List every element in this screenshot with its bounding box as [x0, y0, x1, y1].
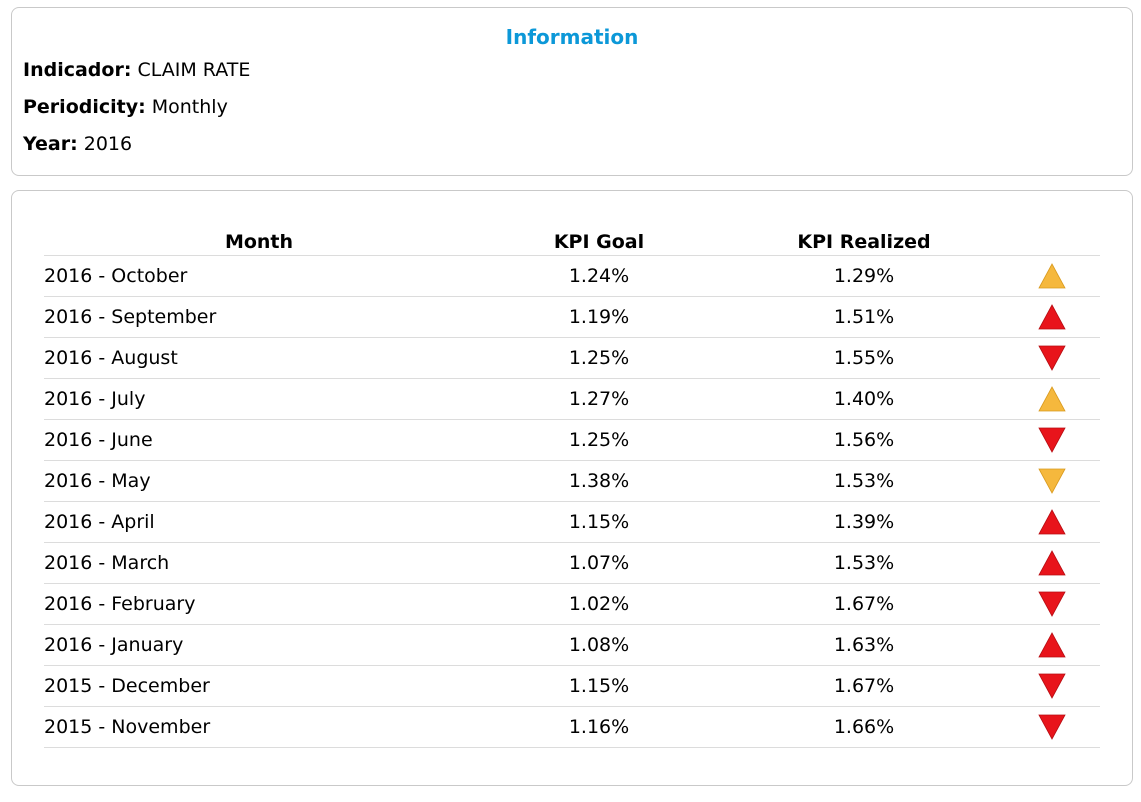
cell-kpi-goal: 1.25%: [474, 419, 724, 461]
cell-kpi-realized: 1.29%: [724, 255, 1004, 297]
cell-kpi-realized: 1.51%: [724, 296, 1004, 338]
cell-kpi-goal: 1.07%: [474, 542, 724, 584]
table-row: 2016 - March 1.07% 1.53%: [44, 542, 1100, 584]
cell-kpi-goal: 1.19%: [474, 296, 724, 338]
table-row: 2016 - February 1.02% 1.67%: [44, 583, 1100, 625]
triangle-down-icon: [1038, 673, 1066, 699]
triangle-up-icon: [1038, 550, 1066, 576]
cell-kpi-goal: 1.16%: [474, 706, 724, 748]
cell-indicator: [1004, 583, 1100, 625]
cell-indicator: [1004, 665, 1100, 707]
year-label: Year:: [23, 133, 78, 155]
triangle-up-icon: [1038, 263, 1066, 289]
cell-kpi-goal: 1.02%: [474, 583, 724, 625]
triangle-down-icon: [1038, 468, 1066, 494]
triangle-up-icon: [1038, 509, 1066, 535]
cell-kpi-goal: 1.15%: [474, 501, 724, 543]
cell-month: 2015 - November: [44, 706, 474, 748]
cell-month: 2016 - January: [44, 624, 474, 666]
cell-indicator: [1004, 296, 1100, 338]
indicador-line: Indicador: CLAIM RATE: [23, 59, 250, 81]
cell-kpi-realized: 1.40%: [724, 378, 1004, 420]
triangle-down-icon: [1038, 714, 1066, 740]
cell-kpi-realized: 1.53%: [724, 460, 1004, 502]
cell-month: 2016 - May: [44, 460, 474, 502]
cell-kpi-realized: 1.39%: [724, 501, 1004, 543]
cell-indicator: [1004, 378, 1100, 420]
cell-kpi-realized: 1.67%: [724, 665, 1004, 707]
periodicity-value: Monthly: [151, 96, 228, 118]
cell-month: 2016 - July: [44, 378, 474, 420]
table-row: 2016 - July 1.27% 1.40%: [44, 378, 1100, 420]
triangle-up-icon: [1038, 304, 1066, 330]
triangle-up-icon: [1038, 632, 1066, 658]
table-body: 2016 - October 1.24% 1.29% 2016 - September…: [44, 255, 1100, 748]
table-row: 2016 - June 1.25% 1.56%: [44, 419, 1100, 461]
information-panel: Information Indicador: CLAIM RATE Period…: [11, 7, 1133, 176]
cell-kpi-realized: 1.67%: [724, 583, 1004, 625]
table-row: 2016 - September 1.19% 1.51%: [44, 296, 1100, 338]
cell-kpi-goal: 1.08%: [474, 624, 724, 666]
kpi-table-panel: Month KPI Goal KPI Realized 2016 - Octob…: [11, 190, 1133, 786]
header-indicator: [1004, 223, 1100, 256]
header-month: Month: [44, 223, 474, 256]
indicador-value: CLAIM RATE: [137, 59, 251, 81]
cell-kpi-realized: 1.63%: [724, 624, 1004, 666]
periodicity-line: Periodicity: Monthly: [23, 96, 228, 118]
indicador-label: Indicador:: [23, 59, 132, 81]
cell-indicator: [1004, 706, 1100, 748]
cell-kpi-realized: 1.56%: [724, 419, 1004, 461]
cell-kpi-goal: 1.27%: [474, 378, 724, 420]
cell-kpi-goal: 1.25%: [474, 337, 724, 379]
cell-month: 2016 - February: [44, 583, 474, 625]
cell-month: 2016 - June: [44, 419, 474, 461]
cell-kpi-goal: 1.24%: [474, 255, 724, 297]
cell-month: 2016 - April: [44, 501, 474, 543]
cell-indicator: [1004, 501, 1100, 543]
cell-month: 2016 - October: [44, 255, 474, 297]
header-kpi-realized: KPI Realized: [724, 223, 1004, 256]
cell-indicator: [1004, 255, 1100, 297]
cell-kpi-realized: 1.55%: [724, 337, 1004, 379]
cell-kpi-goal: 1.38%: [474, 460, 724, 502]
table-header-row: Month KPI Goal KPI Realized: [44, 223, 1100, 256]
triangle-down-icon: [1038, 345, 1066, 371]
table-row: 2016 - October 1.24% 1.29%: [44, 255, 1100, 297]
cell-indicator: [1004, 419, 1100, 461]
cell-month: 2015 - December: [44, 665, 474, 707]
table-row: 2016 - April 1.15% 1.39%: [44, 501, 1100, 543]
cell-indicator: [1004, 542, 1100, 584]
triangle-down-icon: [1038, 427, 1066, 453]
cell-kpi-realized: 1.53%: [724, 542, 1004, 584]
table-row: 2016 - May 1.38% 1.53%: [44, 460, 1100, 502]
cell-month: 2016 - March: [44, 542, 474, 584]
cell-kpi-goal: 1.15%: [474, 665, 724, 707]
kpi-table: Month KPI Goal KPI Realized 2016 - Octob…: [44, 223, 1100, 748]
cell-indicator: [1004, 624, 1100, 666]
table-row: 2015 - December 1.15% 1.67%: [44, 665, 1100, 707]
cell-month: 2016 - August: [44, 337, 474, 379]
year-line: Year: 2016: [23, 133, 132, 155]
cell-month: 2016 - September: [44, 296, 474, 338]
cell-indicator: [1004, 460, 1100, 502]
triangle-down-icon: [1038, 591, 1066, 617]
table-row: 2016 - January 1.08% 1.63%: [44, 624, 1100, 666]
table-row: 2016 - August 1.25% 1.55%: [44, 337, 1100, 379]
periodicity-label: Periodicity:: [23, 96, 146, 118]
information-title: Information: [505, 25, 639, 49]
table-row: 2015 - November 1.16% 1.66%: [44, 706, 1100, 748]
cell-kpi-realized: 1.66%: [724, 706, 1004, 748]
cell-indicator: [1004, 337, 1100, 379]
year-value: 2016: [83, 133, 133, 155]
triangle-up-icon: [1038, 386, 1066, 412]
header-kpi-goal: KPI Goal: [474, 223, 724, 256]
